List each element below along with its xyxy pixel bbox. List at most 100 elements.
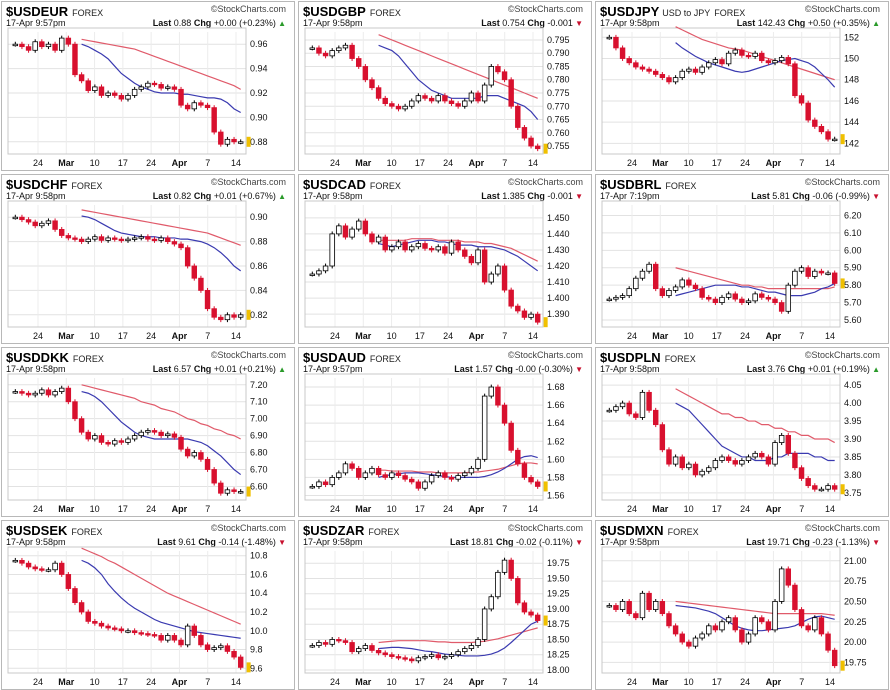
candle-body[interactable] [58,37,65,51]
candle-body[interactable] [508,289,514,307]
candle-body[interactable] [422,481,428,489]
candle-body[interactable] [481,395,488,460]
candle-body[interactable] [322,52,329,57]
candle-body[interactable] [521,463,528,478]
candle-body[interactable] [316,481,322,487]
candle-body[interactable] [488,66,495,86]
candle-body[interactable] [765,60,772,64]
candle-body[interactable] [725,617,732,623]
candle-body[interactable] [178,243,184,249]
candle-body[interactable] [415,481,422,489]
candle-body[interactable] [785,284,792,312]
candle-body[interactable] [672,286,679,291]
candle-body[interactable] [606,409,613,413]
candle-body[interactable] [12,559,19,563]
candle-body[interactable] [534,145,541,150]
candle-body[interactable] [98,86,105,96]
candle-body[interactable] [45,569,52,572]
candle-body[interactable] [619,295,626,298]
chart-panel[interactable]: $USDJPY USD to JPY FOREX ©StockCharts.com 17… [595,1,889,171]
chart-panel[interactable]: $USDSEK FOREX ©StockCharts.com 17-Apr 9:58p… [1,520,295,690]
candle-body[interactable] [772,442,778,465]
candle-body[interactable] [818,488,825,492]
candle-body[interactable] [501,71,508,81]
candle-body[interactable] [719,296,725,304]
candle-body[interactable] [369,233,375,243]
candle-body[interactable] [652,70,659,75]
candle-body[interactable] [329,233,335,267]
candle-body[interactable] [818,270,825,274]
candle-body[interactable] [481,608,488,640]
candle-body[interactable] [65,387,72,403]
candle-body[interactable] [336,225,342,235]
candle-body[interactable] [382,97,388,105]
candle-body[interactable] [224,645,231,652]
candle-body[interactable] [402,105,408,110]
candle-body[interactable] [309,486,316,489]
candle-body[interactable] [792,270,798,286]
candle-body[interactable] [515,105,521,128]
candle-body[interactable] [52,43,58,51]
candle-body[interactable] [32,41,38,51]
candle-body[interactable] [639,391,646,418]
candle-body[interactable] [138,431,144,437]
candle-body[interactable] [382,652,388,656]
candle-body[interactable] [521,310,528,318]
candle-body[interactable] [237,141,244,144]
candle-body[interactable] [32,392,38,396]
candle-body[interactable] [626,58,632,64]
candle-body[interactable] [231,138,237,143]
candle-body[interactable] [725,456,732,461]
candle-body[interactable] [211,469,217,484]
candle-body[interactable] [349,44,355,59]
candle-body[interactable] [151,430,158,433]
candle-body[interactable] [118,95,125,100]
candle-body[interactable] [342,463,349,474]
candle-body[interactable] [211,308,217,318]
candle-body[interactable] [92,86,98,91]
candle-body[interactable] [118,628,125,632]
candle-body[interactable] [666,449,672,465]
candle-body[interactable] [92,435,98,440]
candle-body[interactable] [831,649,838,667]
candle-body[interactable] [805,102,811,121]
candle-body[interactable] [679,279,685,288]
candle-body[interactable] [785,57,792,65]
candle-body[interactable] [12,43,19,47]
candle-body[interactable] [322,481,329,486]
candle-body[interactable] [613,406,619,411]
candle-body[interactable] [402,475,408,480]
candle-body[interactable] [428,654,435,657]
candle-body[interactable] [528,477,534,483]
candle-body[interactable] [19,559,25,564]
candle-body[interactable] [92,236,98,240]
candle-body[interactable] [679,456,685,469]
candle-body[interactable] [118,440,125,443]
candle-body[interactable] [342,225,349,238]
candle-body[interactable] [184,625,191,646]
candle-body[interactable] [112,92,118,96]
candle-body[interactable] [78,602,85,613]
candle-body[interactable] [342,640,349,643]
candle-body[interactable] [732,460,738,465]
candle-body[interactable] [712,298,719,304]
candle-body[interactable] [92,620,98,624]
candle-body[interactable] [342,44,349,49]
candle-body[interactable] [475,639,481,646]
candle-body[interactable] [218,645,224,649]
candle-body[interactable] [495,386,501,406]
candle-body[interactable] [534,313,541,323]
candle-body[interactable] [145,430,151,433]
candle-body[interactable] [112,237,118,240]
candle-body[interactable] [805,478,811,487]
candle-body[interactable] [369,645,375,651]
chart-panel[interactable]: $USDDKK FOREX ©StockCharts.com 17-Apr 9:58p… [1,347,295,517]
candle-body[interactable] [85,611,91,622]
candle-body[interactable] [613,36,619,49]
candle-body[interactable] [759,452,765,458]
candle-body[interactable] [224,489,231,494]
candle-body[interactable] [72,401,78,420]
candle-body[interactable] [58,562,65,575]
candle-body[interactable] [468,645,475,650]
candle-body[interactable] [745,456,752,461]
